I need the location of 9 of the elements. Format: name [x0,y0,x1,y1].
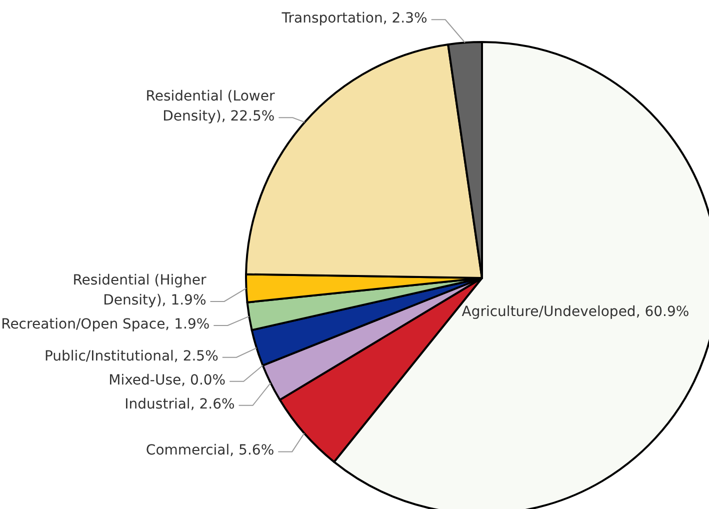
slice-label: Agriculture/Undeveloped, 60.9% [462,304,690,320]
slice-label: Transportation, 2.3% [280,10,428,27]
slice-label: Recreation/Open Space, 1.9% [1,316,210,332]
slice-label: Industrial, 2.6% [124,396,235,412]
slice-label: Public/Institutional, 2.5% [44,348,218,364]
slice-label: Residential (Lower Density), 22.5% [146,88,275,125]
slice-label: Residential (Higher Density), 1.9% [72,272,207,308]
slice-label: Commercial, 5.6% [146,442,274,459]
legend-label: Mixed-Use, 0.0% [108,372,226,388]
